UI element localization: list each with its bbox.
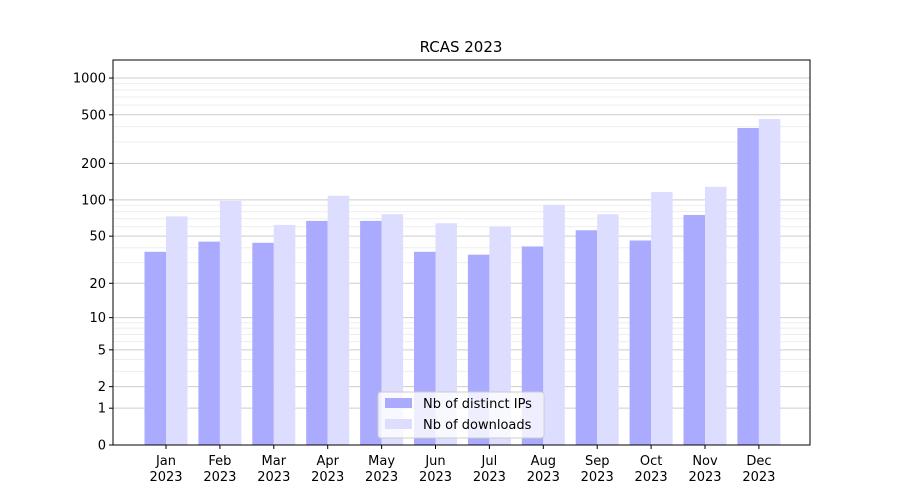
y-tick-label: 5 <box>98 343 106 358</box>
y-tick-label: 0 <box>98 439 106 454</box>
y-tick-label: 10 <box>89 311 106 326</box>
y-tick-label: 50 <box>89 230 106 245</box>
bar-downloads <box>597 214 619 445</box>
bar-downloads <box>219 200 242 445</box>
x-tick-label: Dec 2023 <box>742 454 775 485</box>
bar-distinct-ips <box>575 230 598 445</box>
legend: Nb of distinct IPs Nb of downloads <box>377 391 545 439</box>
bar-downloads <box>758 118 781 445</box>
x-tick-label: Mar 2023 <box>257 454 290 485</box>
y-tick-label: 2 <box>98 380 106 395</box>
bar-distinct-ips <box>737 127 759 446</box>
bar-downloads <box>327 195 350 445</box>
legend-swatch <box>385 419 412 429</box>
bar-downloads <box>543 204 565 445</box>
chart-title: RCAS 2023 <box>420 38 503 56</box>
x-tick-label: Nov 2023 <box>688 454 721 485</box>
bar-downloads <box>381 214 404 445</box>
x-tick-label: Jan 2023 <box>149 454 182 485</box>
bar-distinct-ips <box>360 220 382 445</box>
bar-distinct-ips <box>306 220 328 445</box>
bar-downloads <box>273 224 296 445</box>
bar-distinct-ips <box>144 251 166 445</box>
x-tick-label: Oct 2023 <box>635 454 668 485</box>
bar-downloads <box>651 192 673 445</box>
y-tick-label: 1 <box>98 402 106 417</box>
y-tick-label: 200 <box>81 157 106 172</box>
y-tick-label: 500 <box>81 108 106 123</box>
x-tick-label: Jul 2023 <box>473 454 506 485</box>
x-tick-label: Sep 2023 <box>581 454 614 485</box>
y-tick-label: 100 <box>81 193 106 208</box>
bar-downloads <box>705 186 727 445</box>
legend-label: Nb of downloads <box>423 418 532 433</box>
y-tick-label: 1000 <box>73 72 106 87</box>
bar-downloads <box>435 223 457 445</box>
bar-distinct-ips <box>198 241 220 445</box>
bar-downloads <box>166 216 188 445</box>
x-tick-label: Feb 2023 <box>203 454 236 485</box>
x-tick-label: Aug 2023 <box>527 454 560 485</box>
bar-distinct-ips <box>683 214 705 445</box>
legend-swatch <box>385 398 412 408</box>
legend-box <box>377 391 545 439</box>
y-tick-label: 20 <box>89 277 106 292</box>
legend-label: Nb of distinct IPs <box>423 397 532 412</box>
x-tick-label: Apr 2023 <box>311 454 344 485</box>
bar-distinct-ips <box>252 242 274 445</box>
x-tick-label: May 2023 <box>365 454 398 485</box>
bar-downloads <box>489 226 511 445</box>
x-tick-label: Jun 2023 <box>419 454 452 485</box>
bar-distinct-ips <box>629 240 652 445</box>
axes-frame <box>112 59 811 446</box>
